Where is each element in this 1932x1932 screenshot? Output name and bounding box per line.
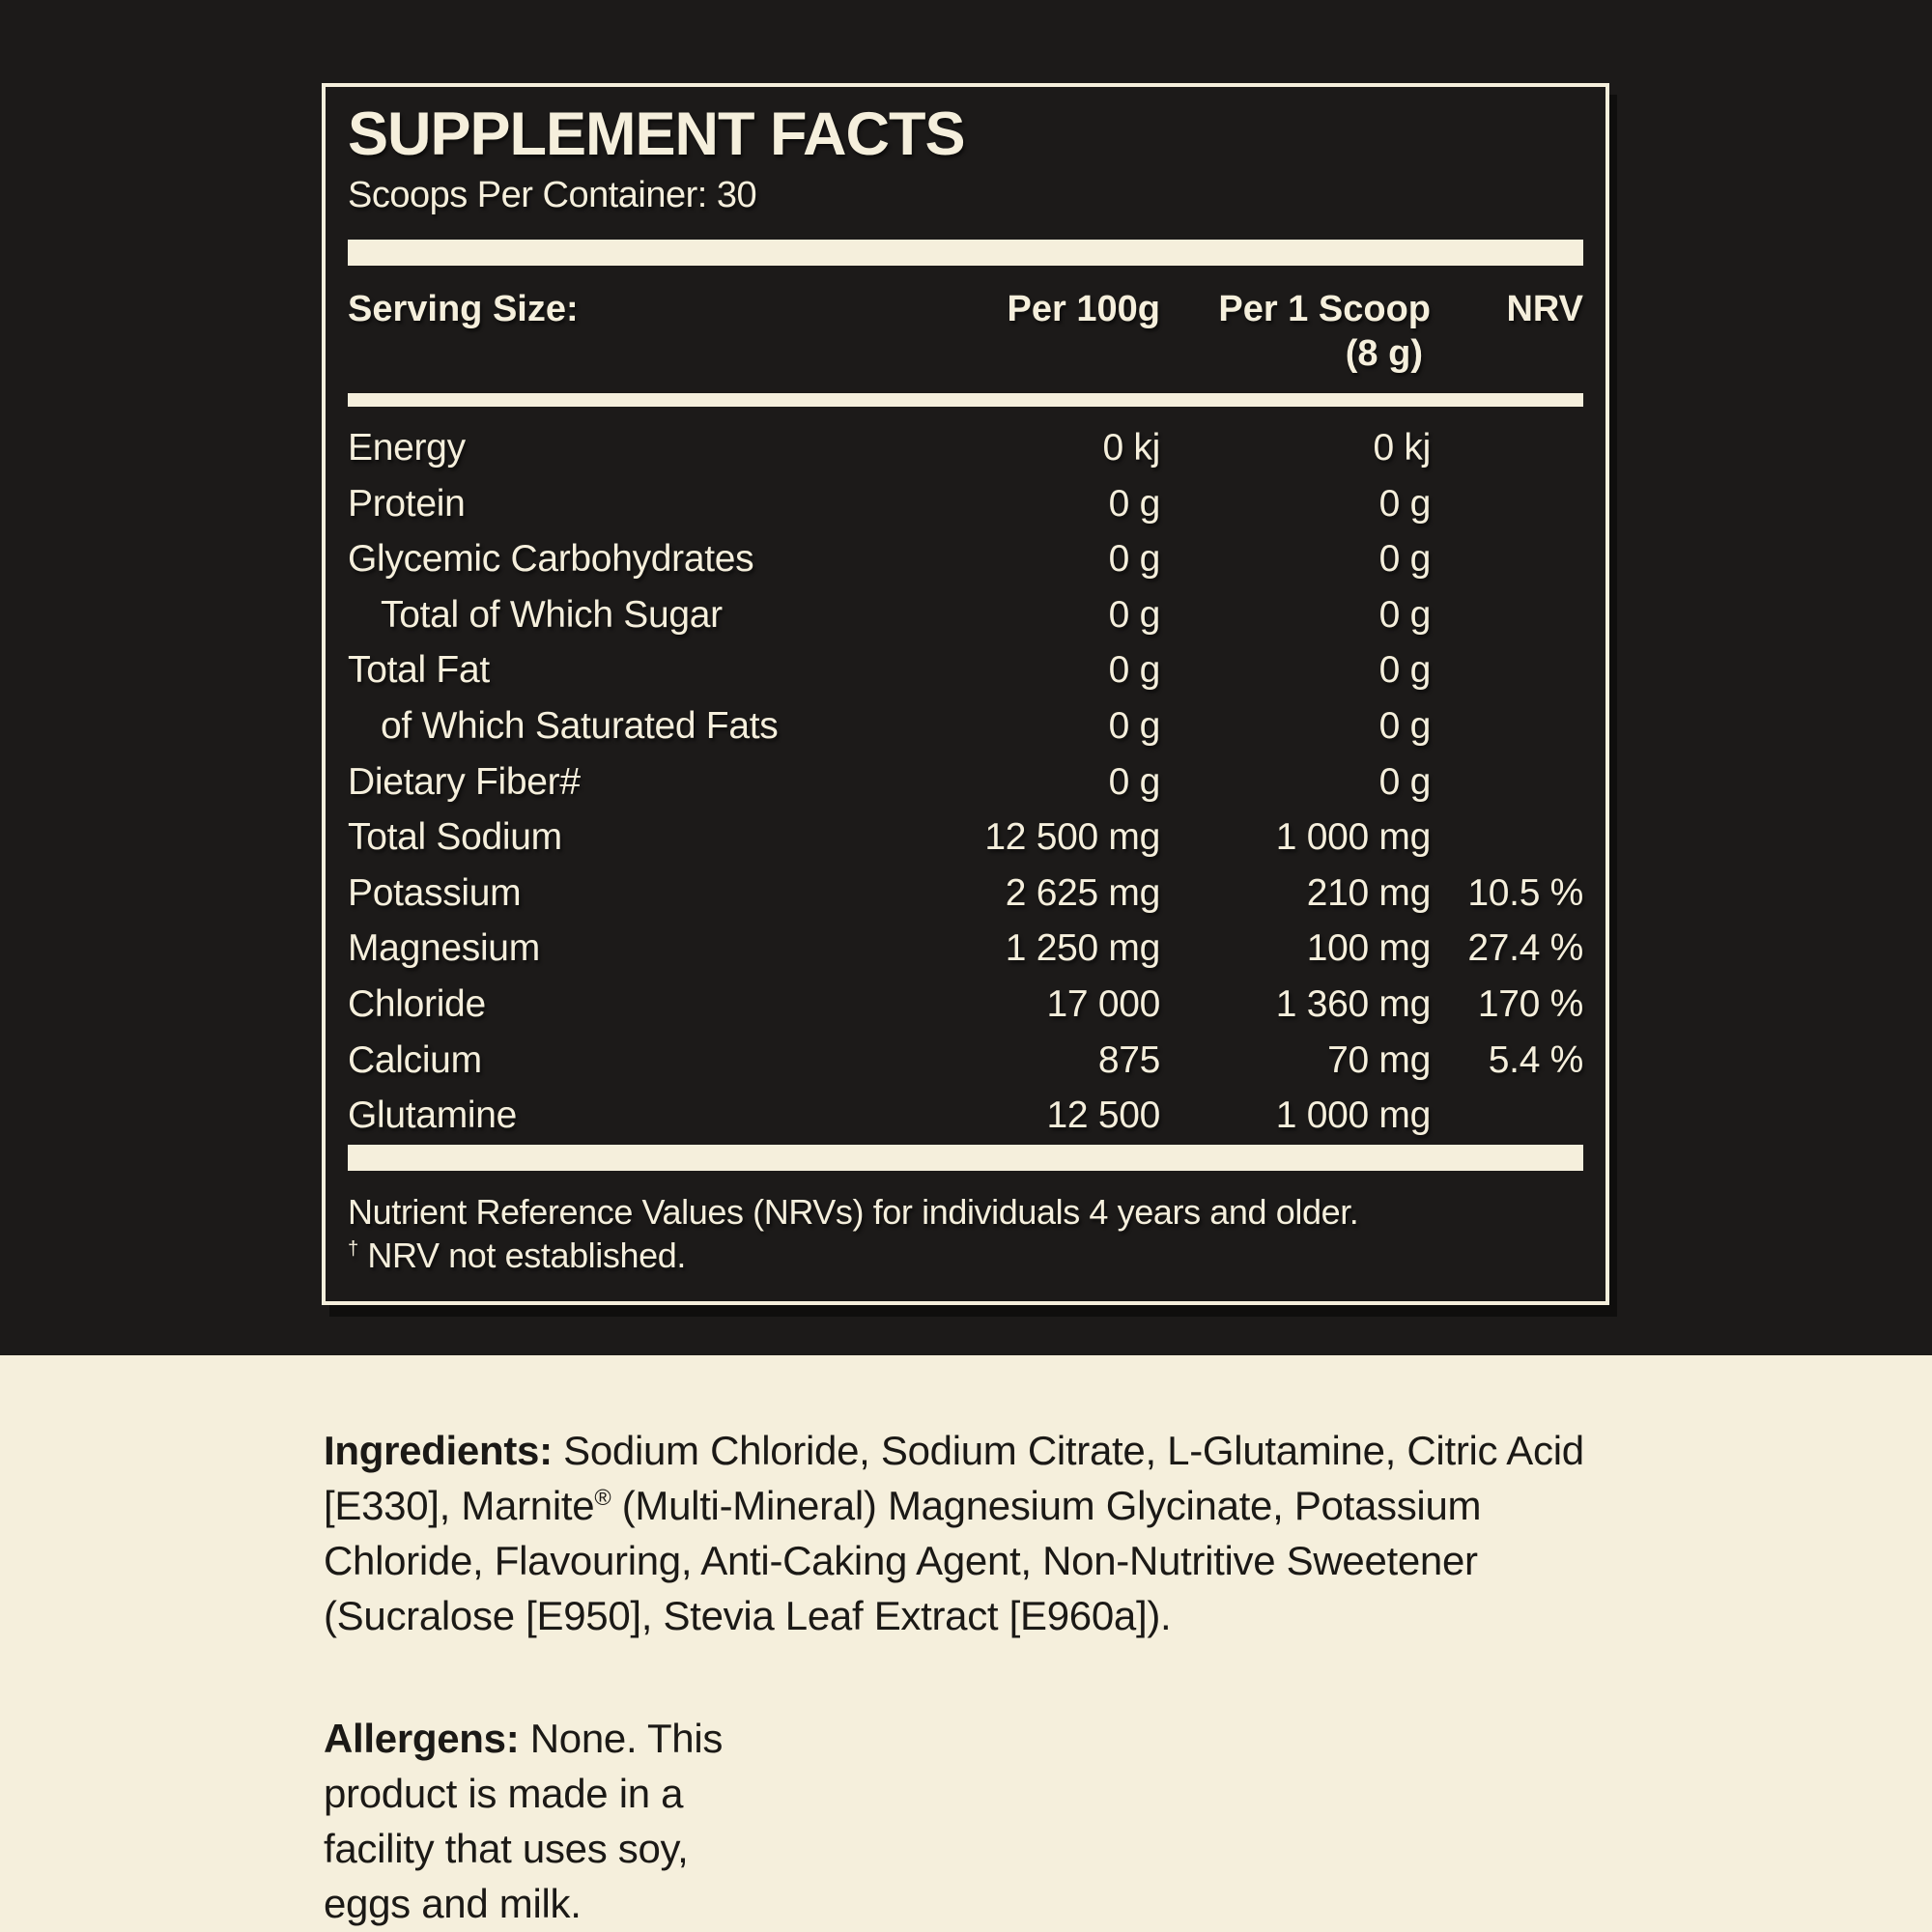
value-nrv xyxy=(1431,587,1583,643)
value-per-100g: 0 g xyxy=(1108,482,1161,525)
nutrient-row: Magnesium 1 250 mg 100 mg 27.4 % xyxy=(348,921,1583,977)
value-per-100g: 12 500 mg xyxy=(984,816,1160,859)
value-per-100g: 0 g xyxy=(1108,593,1161,636)
allergens-paragraph: Allergens: None. This product is made in … xyxy=(324,1711,1000,1931)
ingredients-paragraph: Ingredients: Sodium Chloride, Sodium Cit… xyxy=(324,1423,1792,1643)
dagger-mark: † xyxy=(348,1237,358,1260)
allergens-line: None. This xyxy=(529,1716,724,1761)
value-per-100g: 1 250 mg xyxy=(1005,927,1161,970)
value-per-scoop: 100 mg xyxy=(1306,927,1432,970)
divider-bar-middle xyxy=(348,393,1583,407)
nutrient-row: Chloride 17 000 1 360 mg 170 % xyxy=(348,977,1583,1033)
ingredients-line: Sodium Chloride, Sodium Citrate, L-Gluta… xyxy=(563,1428,1584,1473)
nutrient-row: Energy 0 kj 0 kj xyxy=(348,420,1583,476)
value-per-scoop: 1 000 mg xyxy=(1275,816,1432,859)
value-per-scoop: 0 g xyxy=(1378,593,1432,636)
footnote: Nutrient Reference Values (NRVs) for ind… xyxy=(348,1190,1583,1277)
nutrient-row: of Which Saturated Fats 0 g 0 g xyxy=(348,698,1583,754)
nutrient-name: Glutamine xyxy=(348,1094,518,1137)
header-per-scoop: Per 1 Scoop (8 g) xyxy=(1160,287,1431,376)
value-nrv: 170 % xyxy=(1477,982,1583,1025)
value-nrv xyxy=(1431,1088,1583,1144)
value-nrv xyxy=(1431,698,1583,754)
info-section: Ingredients: Sodium Chloride, Sodium Cit… xyxy=(0,1355,1932,1932)
value-nrv: 27.4 % xyxy=(1467,927,1583,970)
value-per-100g: 0 g xyxy=(1108,538,1161,581)
header-per-100g: Per 100g xyxy=(1007,289,1160,329)
footnote-line: Nutrient Reference Values (NRVs) for ind… xyxy=(348,1191,1359,1232)
value-per-scoop: 0 g xyxy=(1378,482,1432,525)
value-per-100g: 0 kj xyxy=(1102,427,1161,469)
nutrient-row: Calcium 875 70 mg 5.4 % xyxy=(348,1033,1583,1089)
allergens-line: eggs and milk. xyxy=(324,1881,582,1926)
value-nrv xyxy=(1431,531,1583,587)
value-per-scoop: 0 g xyxy=(1378,704,1432,747)
nutrient-name: Protein xyxy=(348,482,466,525)
nutrient-name: Chloride xyxy=(348,982,486,1025)
value-per-100g: 0 g xyxy=(1108,704,1161,747)
nutrient-row: Total Fat 0 g 0 g xyxy=(348,642,1583,698)
value-nrv xyxy=(1431,476,1583,532)
value-per-scoop: 0 g xyxy=(1378,649,1432,692)
nutrient-row: Total Sodium 12 500 mg 1 000 mg xyxy=(348,810,1583,866)
registered-mark: ® xyxy=(594,1485,611,1510)
value-per-100g: 12 500 xyxy=(1046,1094,1161,1137)
ingredients-line: [E330], Marnite® (Multi-Mineral) Magnesi… xyxy=(324,1483,1482,1528)
panel-title: SUPPLEMENT FACTS xyxy=(348,100,966,168)
value-per-100g: 17 000 xyxy=(1046,982,1161,1025)
divider-bar-bottom xyxy=(348,1144,1583,1171)
allergens-line: product is made in a xyxy=(324,1771,684,1816)
nutrient-name: Potassium xyxy=(348,871,522,914)
nutrient-row: Glutamine 12 500 1 000 mg xyxy=(348,1088,1583,1144)
value-per-100g: 0 g xyxy=(1108,760,1161,803)
value-per-scoop: 1 360 mg xyxy=(1275,982,1432,1025)
nutrient-row: Total of Which Sugar 0 g 0 g xyxy=(348,587,1583,643)
value-nrv xyxy=(1431,754,1583,810)
value-per-scoop: 1 000 mg xyxy=(1275,1094,1432,1137)
table-header-row: Serving Size: Per 100g Per 1 Scoop (8 g)… xyxy=(348,287,1583,376)
value-per-100g: 0 g xyxy=(1108,649,1161,692)
nutrient-name: Glycemic Carbohydrates xyxy=(348,538,754,581)
allergens-label: Allergens: xyxy=(324,1716,520,1761)
header-nrv: NRV xyxy=(1506,289,1583,329)
scoops-per-container: Scoops Per Container: 30 xyxy=(348,175,757,215)
nutrient-name: of Which Saturated Fats xyxy=(381,704,779,747)
nutrient-name: Energy xyxy=(348,427,466,469)
value-nrv xyxy=(1431,642,1583,698)
nutrient-row: Protein 0 g 0 g xyxy=(348,476,1583,532)
supplement-facts-panel: SUPPLEMENT FACTS Scoops Per Container: 3… xyxy=(322,83,1609,1305)
nutrient-name: Calcium xyxy=(348,1038,482,1081)
nutrient-name: Magnesium xyxy=(348,927,540,970)
value-per-scoop: 0 g xyxy=(1378,760,1432,803)
divider-bar-top xyxy=(348,240,1583,266)
value-per-scoop: 0 kj xyxy=(1373,427,1432,469)
value-nrv: 10.5 % xyxy=(1467,871,1583,914)
value-per-scoop: 70 mg xyxy=(1327,1038,1431,1081)
value-nrv xyxy=(1431,810,1583,866)
value-nrv xyxy=(1431,420,1583,476)
allergens-line: facility that uses soy, xyxy=(324,1826,689,1871)
value-per-100g: 875 xyxy=(1097,1038,1160,1081)
ingredients-line: Chloride, Flavouring, Anti-Caking Agent,… xyxy=(324,1538,1478,1583)
header-serving-size: Serving Size: xyxy=(348,289,579,329)
nutrient-row: Potassium 2 625 mg 210 mg 10.5 % xyxy=(348,866,1583,922)
nutrient-name: Total of Which Sugar xyxy=(381,593,723,636)
ingredients-label: Ingredients: xyxy=(324,1428,553,1473)
value-nrv: 5.4 % xyxy=(1488,1038,1584,1081)
nutrient-name: Total Fat xyxy=(348,649,490,692)
footnote-line: † NRV not established. xyxy=(348,1235,686,1275)
nutrient-name: Dietary Fiber# xyxy=(348,760,581,803)
value-per-100g: 2 625 mg xyxy=(1005,871,1161,914)
nutrient-name: Total Sodium xyxy=(348,816,562,859)
value-per-scoop: 0 g xyxy=(1378,538,1432,581)
header-per-scoop-line1: Per 1 Scoop xyxy=(1218,289,1431,329)
header-per-scoop-line2: (8 g) xyxy=(1345,333,1423,374)
ingredients-line: (Sucralose [E950], Stevia Leaf Extract [… xyxy=(324,1593,1172,1638)
nutrient-row: Dietary Fiber# 0 g 0 g xyxy=(348,754,1583,810)
nutrient-row: Glycemic Carbohydrates 0 g 0 g xyxy=(348,531,1583,587)
label-dark-section: SUPPLEMENT FACTS Scoops Per Container: 3… xyxy=(0,0,1932,1355)
value-per-scoop: 210 mg xyxy=(1306,871,1432,914)
